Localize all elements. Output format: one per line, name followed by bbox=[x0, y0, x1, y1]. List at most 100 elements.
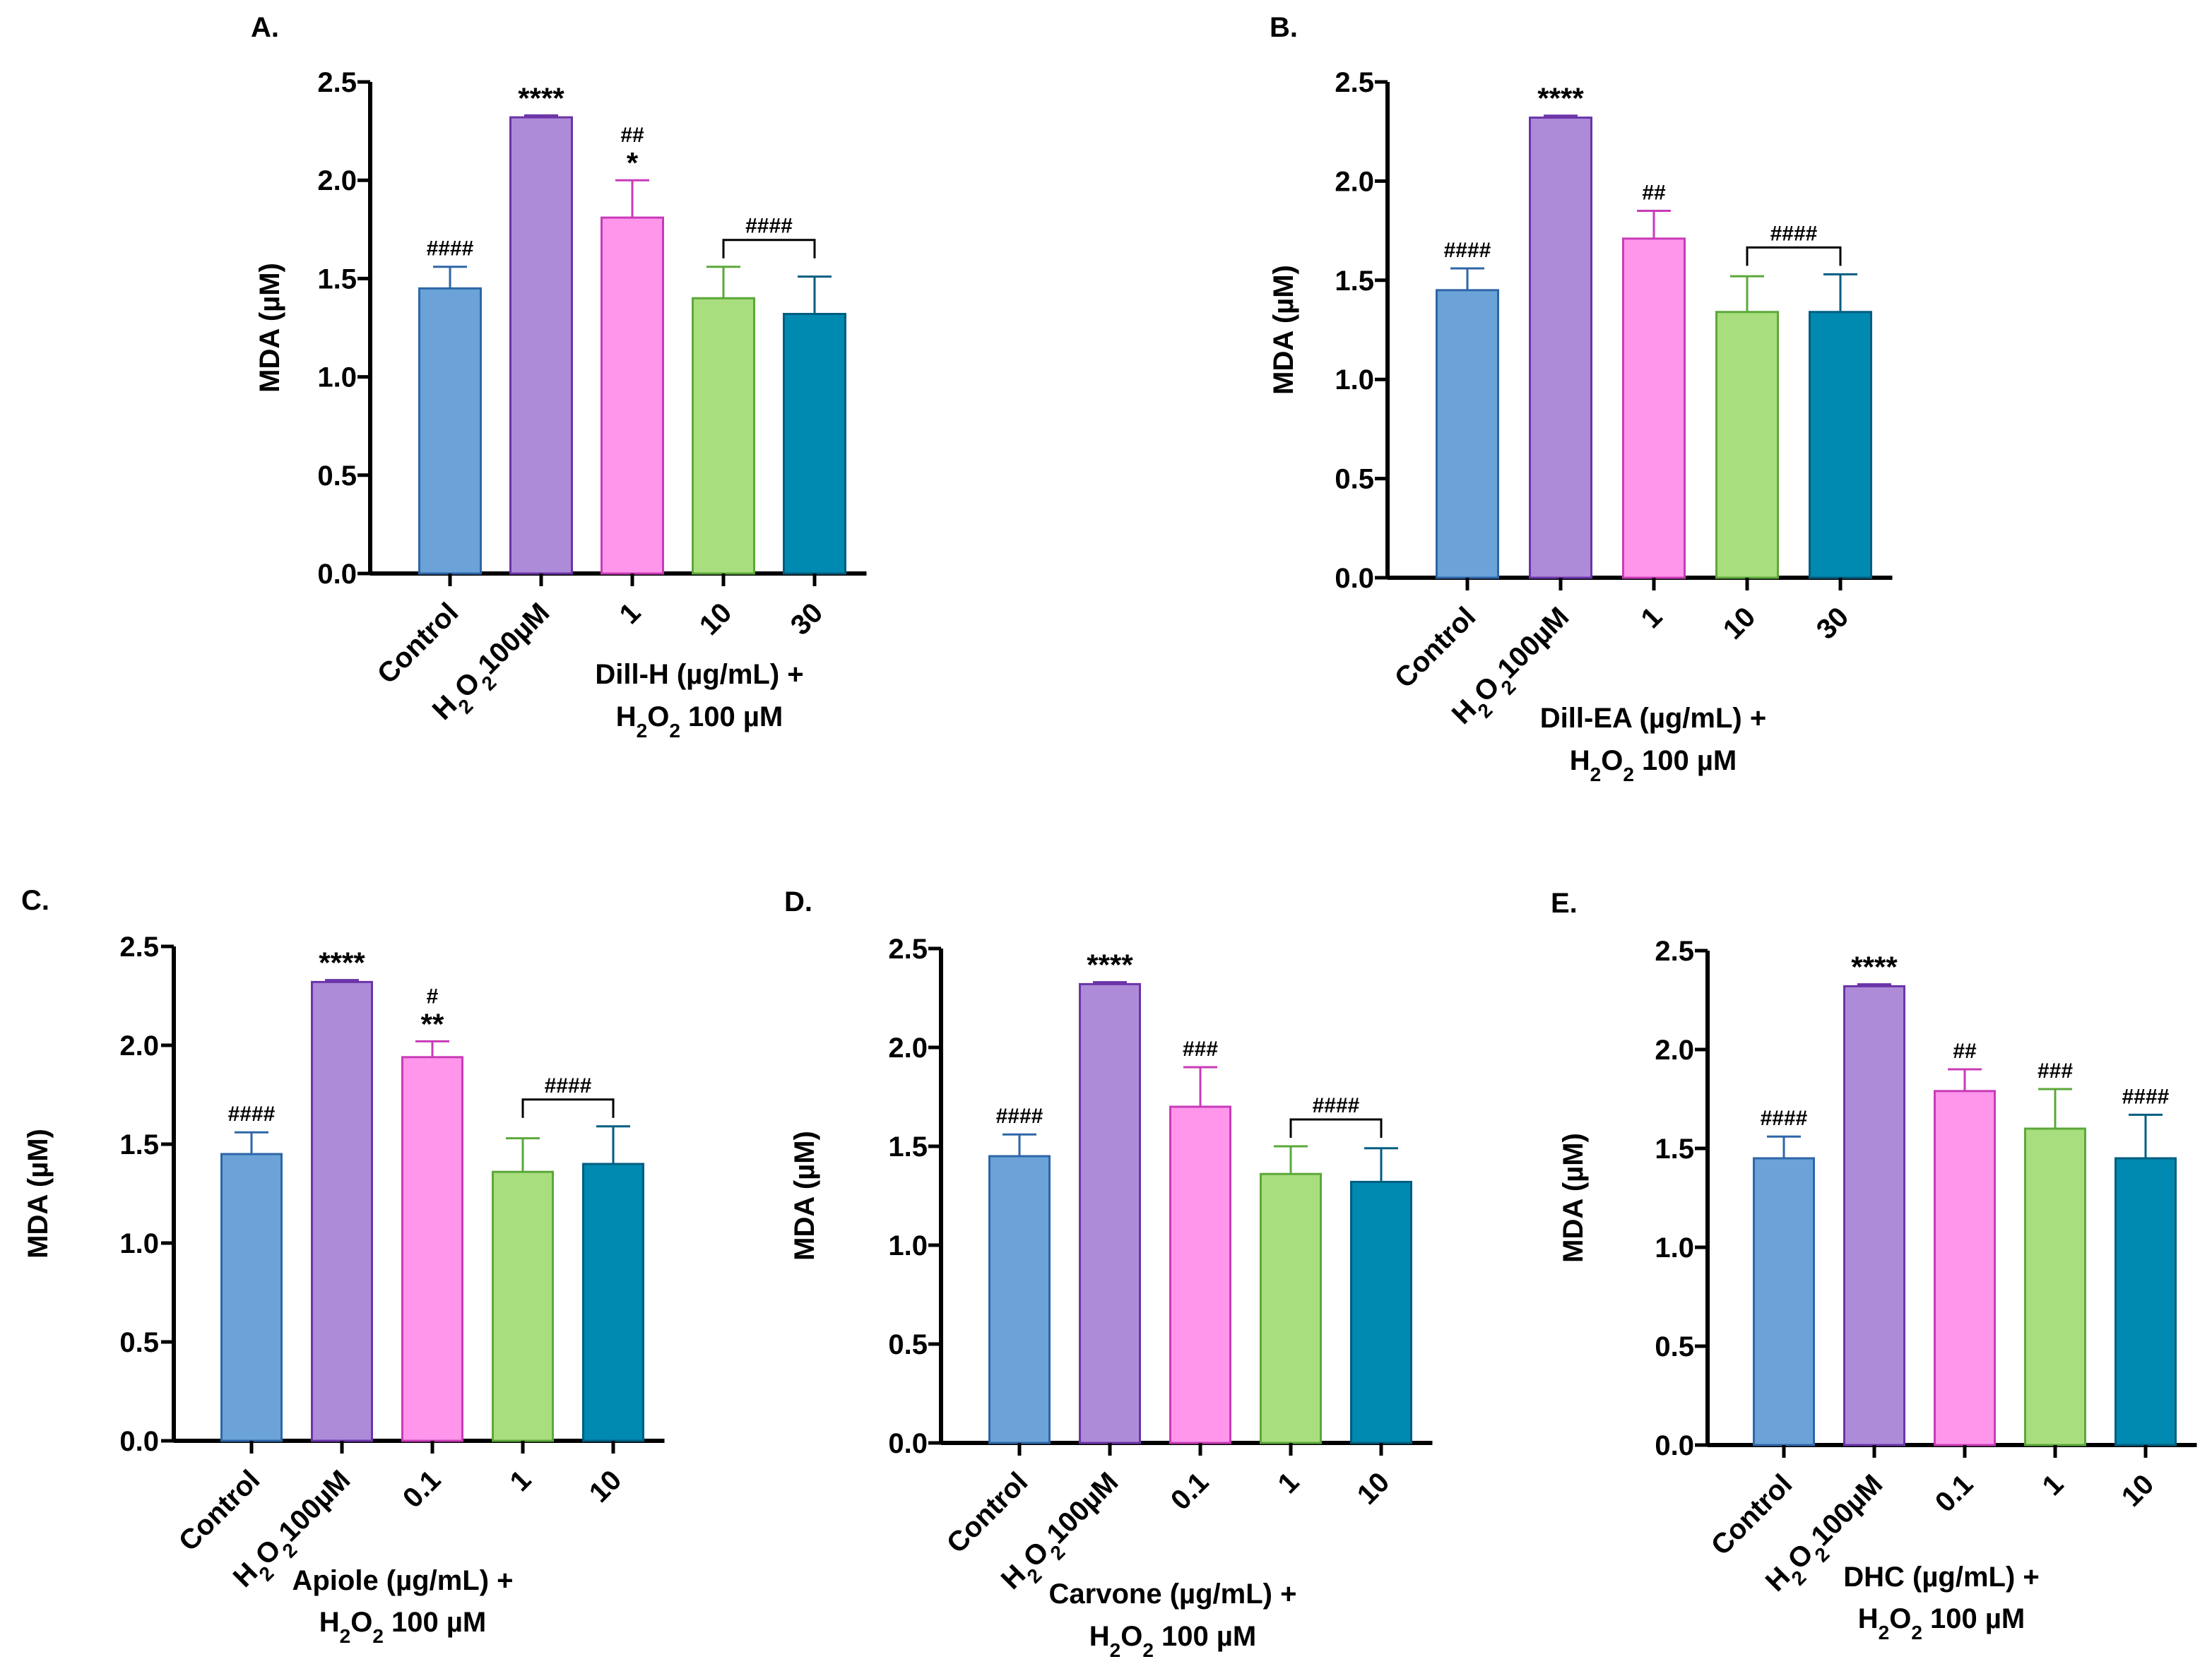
bar-1 bbox=[1622, 237, 1686, 579]
y-tick-label: 1.0 bbox=[888, 1230, 928, 1261]
significance-stars: **** bbox=[1537, 82, 1584, 115]
y-tick-label: 2.0 bbox=[1655, 1035, 1694, 1066]
y-tick-label: 0.0 bbox=[317, 559, 357, 590]
chart-panel-b: B. 0.0 0.5 1.0 1.5 2.0 2.5 MDA (µM) #### Control *… bbox=[1268, 12, 1893, 785]
y-axis-label: MDA (µM) bbox=[789, 1131, 820, 1261]
y-tick-label: 1.0 bbox=[1655, 1232, 1694, 1264]
significance-stars: * bbox=[627, 146, 639, 179]
bar-h2o2100-m bbox=[1079, 982, 1141, 1444]
bracket-label: #### bbox=[545, 1074, 592, 1098]
significance-hash: ## bbox=[620, 124, 644, 147]
significance-hash: ## bbox=[1953, 1040, 1977, 1063]
bar-1 bbox=[601, 216, 664, 575]
chart-panel-d: D. 0.0 0.5 1.0 1.5 2.0 2.5 MDA (µM) #### Control *… bbox=[784, 886, 1433, 1661]
x-tick-label: 10 bbox=[1352, 1466, 1396, 1511]
significance-stars: **** bbox=[1087, 949, 1133, 982]
panel-label: B. bbox=[1270, 12, 1298, 43]
chart-panel-e: E. 0.0 0.5 1.0 1.5 2.0 2.5 MDA (µM) #### Control *… bbox=[1551, 888, 2197, 1644]
y-tick-label: 0.0 bbox=[1655, 1430, 1694, 1461]
significance-stars: **** bbox=[518, 81, 564, 114]
y-tick-label: 1.5 bbox=[888, 1131, 928, 1163]
chart-panel-a: A. 0.0 0.5 1.0 1.5 2.0 2.5 MDA (µM) #### Control *… bbox=[251, 12, 867, 742]
x-tick-label: 10 bbox=[584, 1464, 628, 1509]
x-tick-label: 10 bbox=[2116, 1468, 2160, 1513]
x-tick-label: 1 bbox=[1272, 1466, 1306, 1499]
y-tick-label: 1.5 bbox=[317, 263, 357, 295]
group-label-line2: H2O2 100 µM bbox=[616, 701, 783, 742]
panel-label: D. bbox=[784, 886, 812, 917]
y-tick-label: 2.0 bbox=[888, 1033, 928, 1064]
y-tick-label: 0.5 bbox=[888, 1329, 928, 1360]
x-tick-label: 1 bbox=[614, 597, 647, 630]
bar-10 bbox=[1715, 311, 1779, 579]
group-label-line1: Dill-H (µg/mL) + bbox=[595, 659, 803, 690]
panel-label: E. bbox=[1551, 888, 1578, 919]
panel-label: A. bbox=[251, 12, 279, 43]
y-axis-label: MDA (µM) bbox=[1558, 1133, 1589, 1263]
bar-control bbox=[220, 1153, 283, 1442]
group-label-line2: H2O2 100 µM bbox=[1089, 1621, 1257, 1661]
significance-hash: # bbox=[427, 985, 439, 1008]
bar-control bbox=[1753, 1157, 1815, 1446]
bar-1 bbox=[1260, 1172, 1322, 1444]
group-label-line1: Dill-EA (µg/mL) + bbox=[1540, 703, 1766, 734]
bracket-label: #### bbox=[745, 215, 793, 238]
y-tick-label: 0.0 bbox=[119, 1426, 159, 1457]
y-tick-label: 0.0 bbox=[888, 1428, 928, 1459]
bar-0-1 bbox=[1169, 1105, 1231, 1444]
bar-h2o2100-m bbox=[509, 116, 573, 575]
x-tick-label: Control bbox=[173, 1464, 266, 1557]
x-tick-label: 1 bbox=[504, 1464, 538, 1497]
significance-hash: #### bbox=[1444, 239, 1491, 262]
y-tick-label: 0.5 bbox=[1335, 464, 1374, 495]
chart-panel-c: C. 0.0 0.5 1.0 1.5 2.0 2.5 MDA (µM) #### Control *… bbox=[21, 885, 665, 1647]
x-tick-label: 30 bbox=[785, 597, 829, 641]
bar-control bbox=[418, 287, 482, 575]
bracket-label: #### bbox=[1313, 1094, 1360, 1117]
significance-hash: ## bbox=[1642, 182, 1666, 205]
bar-control bbox=[1436, 289, 1499, 579]
y-tick-label: 2.0 bbox=[1335, 166, 1374, 197]
x-tick-label: 0.1 bbox=[397, 1464, 446, 1514]
significance-stars: **** bbox=[319, 946, 365, 980]
y-axis-label: MDA (µM) bbox=[23, 1129, 54, 1259]
y-tick-label: 0.5 bbox=[119, 1327, 159, 1358]
bar-1 bbox=[492, 1170, 554, 1442]
y-tick-label: 1.0 bbox=[317, 362, 357, 393]
significance-hash: #### bbox=[996, 1105, 1043, 1128]
significance-hash: #### bbox=[228, 1103, 276, 1126]
bar-h2o2100-m bbox=[1529, 117, 1592, 579]
group-label-line2: H2O2 100 µM bbox=[1858, 1603, 2025, 1644]
bar-h2o2100-m bbox=[1843, 985, 1905, 1446]
x-tick-label: Control bbox=[941, 1466, 1034, 1559]
y-tick-label: 2.5 bbox=[317, 67, 357, 98]
bar-10 bbox=[582, 1163, 644, 1442]
y-axis-label: MDA (µM) bbox=[254, 263, 285, 393]
bracket-label: #### bbox=[1770, 222, 1818, 245]
group-label-line2: H2O2 100 µM bbox=[319, 1607, 487, 1647]
y-tick-label: 2.5 bbox=[1655, 936, 1694, 967]
significance-stars: **** bbox=[1851, 951, 1898, 984]
x-tick-label: 10 bbox=[694, 597, 738, 641]
bar-10 bbox=[2115, 1157, 2177, 1446]
bar-30 bbox=[783, 313, 846, 575]
y-tick-label: 1.5 bbox=[1655, 1134, 1694, 1165]
x-tick-label: 1 bbox=[2037, 1468, 2070, 1502]
x-tick-label: 0.1 bbox=[1929, 1468, 1979, 1518]
bar-h2o2100-m bbox=[311, 980, 373, 1442]
bar-30 bbox=[1809, 311, 1872, 579]
x-tick-label: 10 bbox=[1717, 601, 1762, 646]
y-tick-label: 2.5 bbox=[119, 932, 159, 963]
x-tick-label: Control bbox=[1705, 1468, 1799, 1562]
bar-0-1 bbox=[1934, 1090, 1996, 1446]
y-tick-label: 2.0 bbox=[119, 1030, 159, 1062]
bar-control bbox=[988, 1155, 1051, 1444]
y-tick-label: 0.5 bbox=[317, 460, 357, 492]
x-tick-label: 30 bbox=[1811, 601, 1855, 646]
y-tick-label: 0.0 bbox=[1335, 563, 1374, 594]
group-label-line1: Apiole (µg/mL) + bbox=[292, 1565, 513, 1596]
bar-1 bbox=[2024, 1127, 2086, 1446]
bar-10 bbox=[692, 297, 755, 575]
group-label-line1: Carvone (µg/mL) + bbox=[1049, 1579, 1297, 1610]
